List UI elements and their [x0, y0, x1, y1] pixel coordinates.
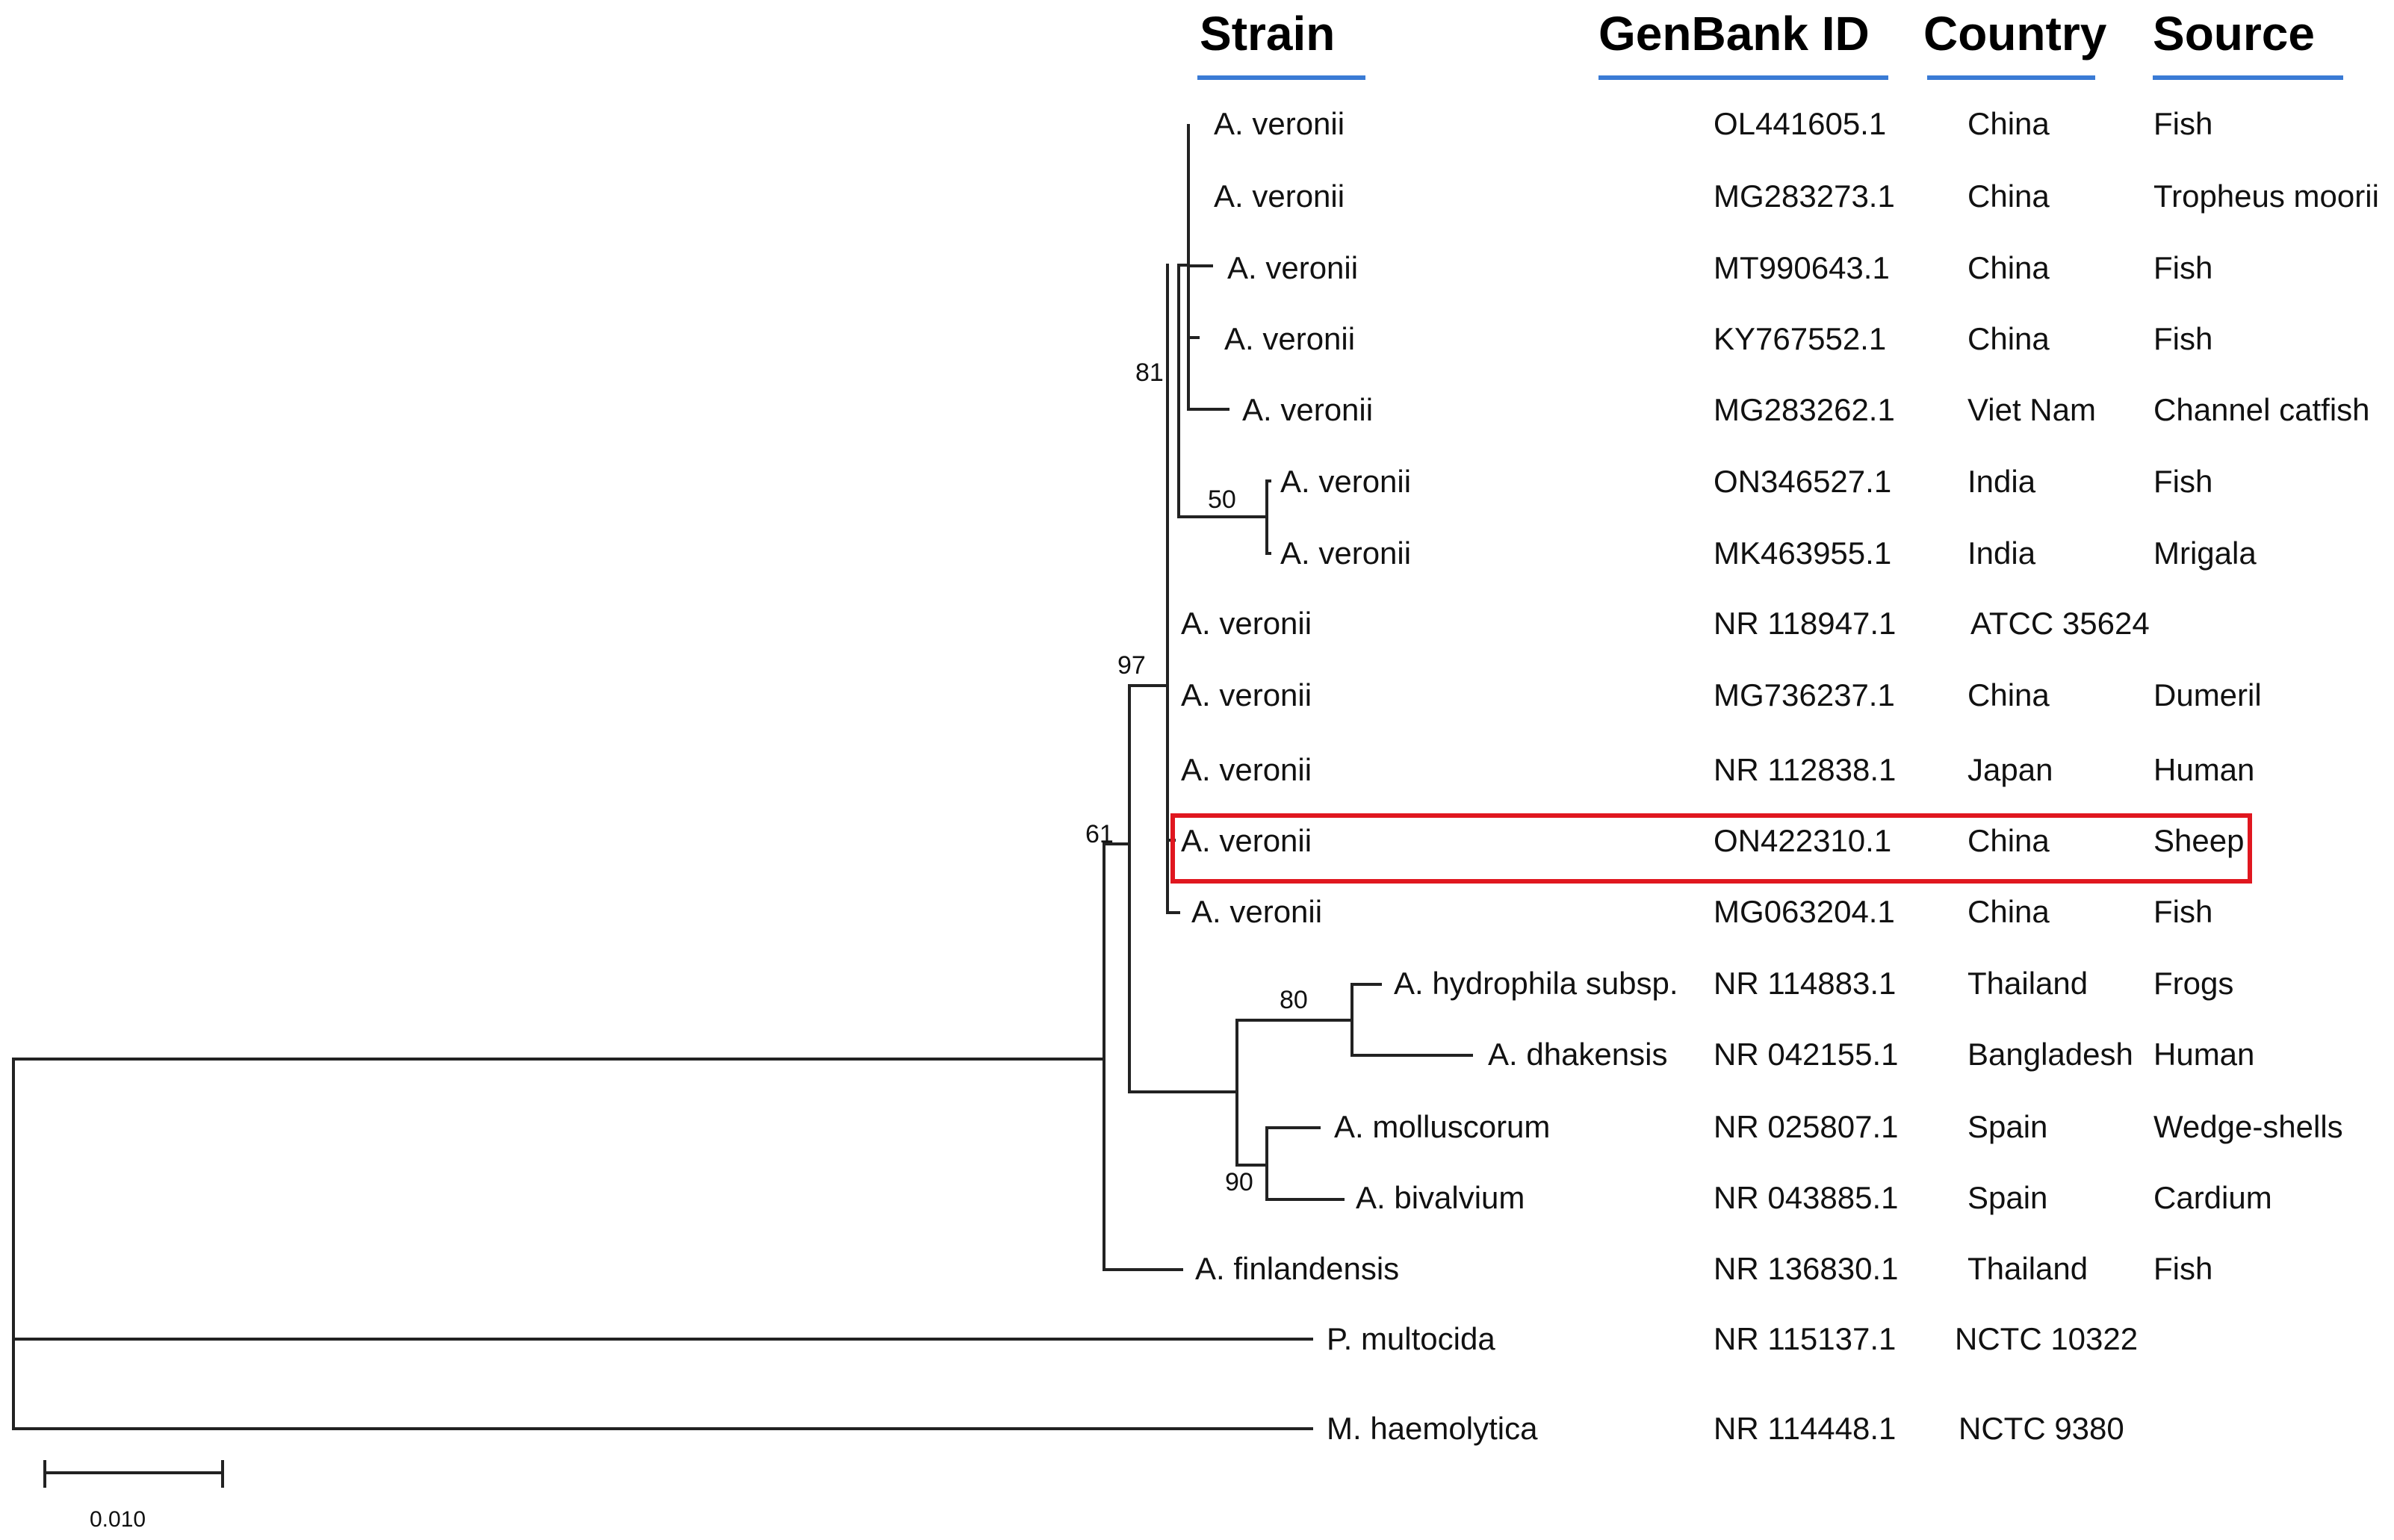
source: Fish — [2153, 464, 2213, 499]
header-country: Country — [1923, 7, 2107, 60]
genbank-id: NR 043885.1 — [1714, 1180, 1899, 1215]
strain-name: A. veronii — [1214, 106, 1345, 141]
highlight-box — [1170, 813, 2252, 884]
strain-name: A. veronii — [1280, 535, 1412, 571]
bootstrap-80: 80 — [1280, 986, 1308, 1014]
strain-name: A. veronii — [1181, 752, 1312, 787]
country: NCTC 10322 — [1955, 1321, 2139, 1356]
header-strain: Strain — [1200, 7, 1336, 60]
genbank-id: MG283262.1 — [1714, 392, 1895, 427]
strain-name: A. veronii — [1227, 250, 1359, 285]
source: Fish — [2153, 894, 2213, 929]
genbank-id: ON422310.1 — [1714, 823, 1892, 858]
source: Human — [2153, 752, 2255, 787]
country: China — [1967, 106, 2050, 141]
source: Fish — [2153, 1251, 2213, 1286]
source: Channel catfish — [2153, 392, 2370, 427]
bootstrap-50: 50 — [1208, 485, 1236, 514]
strain-name: A. finlandensis — [1195, 1251, 1400, 1286]
genbank-id: KY767552.1 — [1714, 321, 1887, 356]
country: ATCC 35624 — [1970, 606, 2150, 641]
bootstrap-97: 97 — [1117, 651, 1146, 680]
source: Fish — [2153, 250, 2213, 285]
source: Wedge-shells — [2153, 1109, 2343, 1144]
source: Dumeril — [2153, 677, 2262, 712]
genbank-id: MG283273.1 — [1714, 178, 1895, 214]
strain-name: A. veronii — [1181, 823, 1312, 858]
country: China — [1967, 894, 2050, 929]
strain-name: A. veronii — [1181, 677, 1312, 712]
genbank-id: NR 136830.1 — [1714, 1251, 1899, 1286]
genbank-id: NR 025807.1 — [1714, 1109, 1899, 1144]
country: China — [1967, 321, 2050, 356]
country: Spain — [1967, 1180, 2048, 1215]
source: Frogs — [2153, 966, 2234, 1001]
strain-name: A. dhakensis — [1488, 1037, 1668, 1072]
source: Human — [2153, 1037, 2255, 1072]
bootstrap-90: 90 — [1225, 1168, 1253, 1196]
source: Cardium — [2153, 1180, 2272, 1215]
country: Japan — [1967, 752, 2053, 787]
genbank-id: OL441605.1 — [1714, 106, 1887, 141]
country: Thailand — [1967, 966, 2088, 1001]
country: Viet Nam — [1967, 392, 2096, 427]
header-genbank-underline — [1598, 75, 1888, 80]
country: China — [1967, 250, 2050, 285]
header-strain-underline — [1197, 75, 1365, 80]
genbank-id: NR 115137.1 — [1714, 1321, 1897, 1356]
country: India — [1967, 535, 2036, 571]
country: China — [1967, 178, 2050, 214]
strain-name: A. veronii — [1224, 321, 1356, 356]
country: NCTC 9380 — [1959, 1411, 2124, 1446]
strain-name: A. veronii — [1280, 464, 1412, 499]
genbank-id: MT990643.1 — [1714, 250, 1890, 285]
header-source-underline — [2153, 75, 2343, 80]
bootstrap-81: 81 — [1135, 358, 1164, 387]
genbank-id: NR 118947.1 — [1714, 606, 1897, 641]
header-source: Source — [2153, 7, 2315, 60]
country: China — [1967, 823, 2050, 858]
genbank-id: ON346527.1 — [1714, 464, 1892, 499]
strain-name: A. veronii — [1214, 178, 1345, 214]
bootstrap-61: 61 — [1085, 820, 1114, 848]
strain-name: A. molluscorum — [1334, 1109, 1551, 1144]
country: India — [1967, 464, 2036, 499]
strain-name: A. veronii — [1242, 392, 1374, 427]
country: China — [1967, 677, 2050, 712]
source: Tropheus moorii — [2153, 178, 2379, 214]
header-genbank-id: GenBank ID — [1598, 7, 1870, 60]
header-country-underline — [1927, 75, 2095, 80]
genbank-id: NR 042155.1 — [1714, 1037, 1899, 1072]
source: Fish — [2153, 321, 2213, 356]
strain-name: A. bivalvium — [1356, 1180, 1525, 1215]
country: Spain — [1967, 1109, 2048, 1144]
source: Sheep — [2153, 823, 2245, 858]
genbank-id: NR 114448.1 — [1714, 1411, 1897, 1446]
genbank-id: MG736237.1 — [1714, 677, 1895, 712]
country: Bangladesh — [1967, 1037, 2133, 1072]
country: Thailand — [1967, 1251, 2088, 1286]
source: Mrigala — [2153, 535, 2257, 571]
strain-name: M. haemolytica — [1327, 1411, 1538, 1446]
scale-bar-label: 0.010 — [90, 1507, 146, 1532]
genbank-id: MK463955.1 — [1714, 535, 1892, 571]
strain-name: A. veronii — [1181, 606, 1312, 641]
genbank-id: NR 112838.1 — [1714, 752, 1897, 787]
genbank-id: MG063204.1 — [1714, 894, 1895, 929]
source: Fish — [2153, 106, 2213, 141]
strain-name: A. veronii — [1191, 894, 1323, 929]
strain-name: A. hydrophila subsp. — [1394, 966, 1678, 1001]
strain-name: P. multocida — [1327, 1321, 1495, 1356]
genbank-id: NR 114883.1 — [1714, 966, 1897, 1001]
